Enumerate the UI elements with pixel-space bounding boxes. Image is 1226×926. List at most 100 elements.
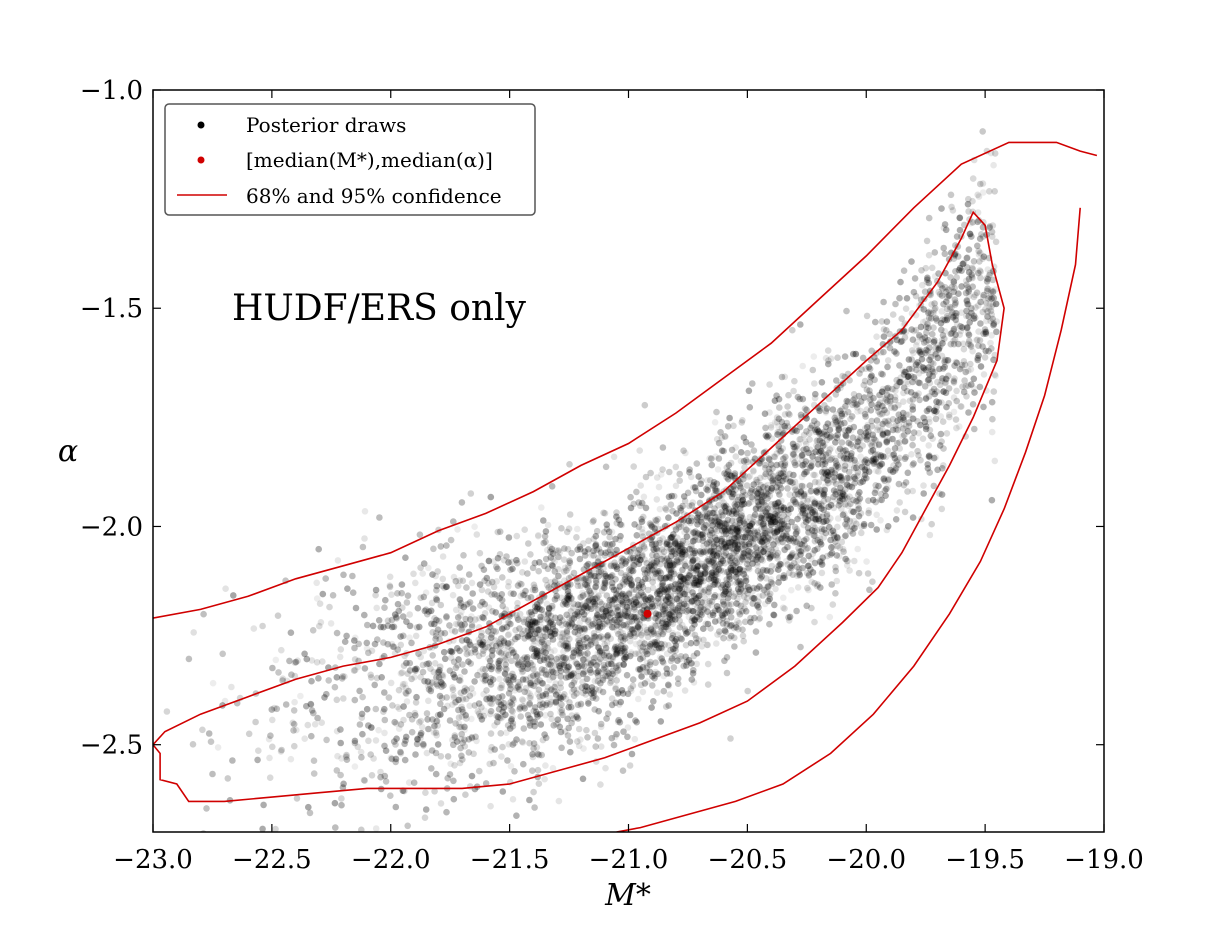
posterior-point [541,775,548,783]
posterior-point [950,408,958,416]
posterior-point [755,616,762,623]
posterior-point [980,253,988,260]
posterior-point [727,607,735,615]
posterior-point [801,405,809,413]
posterior-point [634,624,642,632]
posterior-point [412,751,419,758]
posterior-point [496,528,504,535]
posterior-point [736,516,743,524]
posterior-point [743,482,751,489]
posterior-point [775,499,782,506]
posterior-point [616,661,623,669]
posterior-point [934,466,941,474]
posterior-point [534,766,542,774]
posterior-point [516,704,524,711]
posterior-point [693,639,700,647]
posterior-point [966,319,973,326]
posterior-point [928,264,936,272]
posterior-point [887,468,895,475]
posterior-point [577,736,584,743]
posterior-point [636,447,643,454]
posterior-point [858,529,865,537]
posterior-point [617,698,624,706]
posterior-point [356,721,364,728]
posterior-point [331,799,339,807]
posterior-point [644,633,652,641]
posterior-point [711,618,719,625]
posterior-point [883,438,891,446]
posterior-point [449,686,457,693]
posterior-point [821,469,828,476]
posterior-point [727,735,734,742]
posterior-point [495,658,503,665]
posterior-point [929,330,936,338]
posterior-point [402,554,409,561]
posterior-point [864,432,872,440]
posterior-point [715,493,723,500]
posterior-point [467,649,475,657]
posterior-point [722,585,729,592]
posterior-point [886,344,894,352]
posterior-point [589,518,597,526]
posterior-point [363,639,371,647]
posterior-point [691,601,699,608]
posterior-point [704,660,712,668]
posterior-point [536,559,543,566]
posterior-point [886,400,894,407]
posterior-point [903,387,911,395]
posterior-point [266,754,273,762]
posterior-point [537,721,545,728]
posterior-point [417,564,424,571]
posterior-point [538,638,546,646]
posterior-point [425,725,432,733]
posterior-point [950,377,958,385]
posterior-point [880,326,888,333]
posterior-point [392,741,399,748]
posterior-point [823,468,831,476]
posterior-point [865,364,873,371]
posterior-point [726,552,733,560]
posterior-point [557,633,564,641]
posterior-point [467,660,475,667]
posterior-point [597,549,605,556]
posterior-point [848,413,856,420]
posterior-point [732,506,740,514]
posterior-point [638,518,646,525]
posterior-point [651,621,658,629]
posterior-point [993,318,1000,325]
posterior-point [922,423,930,430]
posterior-point [610,453,618,461]
posterior-point [555,797,563,805]
posterior-point [608,572,616,579]
posterior-point [922,317,929,325]
posterior-point [829,601,837,608]
posterior-point [372,825,380,832]
posterior-point [519,739,527,746]
posterior-point [953,233,961,240]
posterior-point [370,755,377,762]
posterior-point [385,694,393,701]
posterior-point [732,503,739,510]
posterior-point [975,352,982,359]
posterior-point [609,618,616,625]
posterior-point [461,743,469,750]
posterior-point [436,692,444,700]
posterior-point [624,623,631,631]
posterior-point [806,482,814,489]
posterior-point [419,668,427,676]
posterior-point [494,528,502,536]
posterior-point [884,363,891,371]
posterior-point [406,634,413,641]
posterior-point [831,474,838,481]
posterior-point [928,520,935,528]
posterior-point [665,681,672,689]
posterior-point [468,685,475,692]
posterior-point [751,528,758,535]
posterior-point [650,546,657,553]
posterior-point [770,611,777,619]
posterior-point [758,553,766,561]
posterior-point [619,579,626,586]
posterior-point [427,687,435,695]
posterior-point [640,493,648,501]
posterior-point [293,795,301,802]
